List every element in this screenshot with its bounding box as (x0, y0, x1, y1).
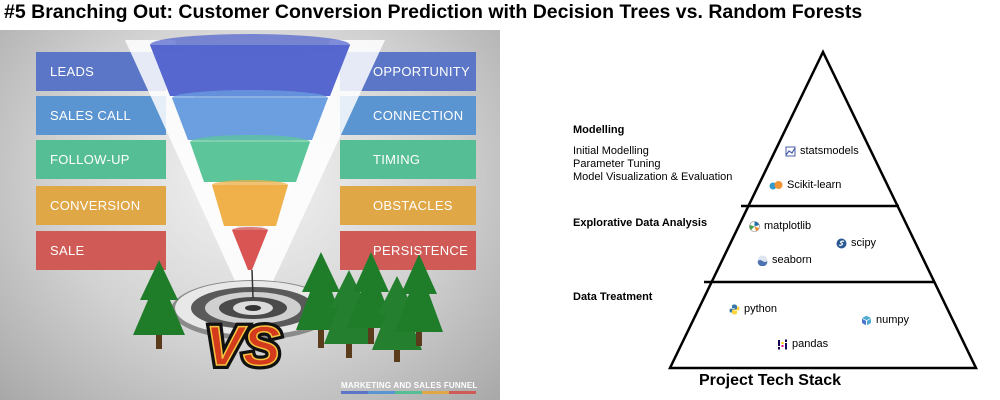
funnel-layer-conversion (212, 185, 288, 226)
modelling-item: Parameter Tuning (573, 158, 661, 170)
lib-numpy: numpy (861, 314, 909, 326)
funnel-label-conversion: CONVERSION (50, 198, 141, 213)
section-heading-data-treatment: Data Treatment (573, 291, 653, 303)
lib-label: matplotlib (764, 220, 812, 232)
lib-scipy: scipy (836, 237, 876, 249)
funnel-band-follow-up-left (36, 140, 166, 179)
lib-matplotlib: matplotlib (749, 220, 811, 232)
funnel-band-conversion-left (36, 186, 166, 225)
seaborn-icon (757, 255, 768, 266)
funnel-illustration: VS VS LEADS OPPORTUNITY SALES CALL CONNE… (0, 30, 500, 400)
pandas-icon (778, 339, 787, 349)
funnel-layer-conversion-top (212, 180, 288, 190)
lib-label: pandas (792, 338, 829, 350)
svg-text:VS: VS (206, 314, 281, 377)
lib-label: Scikit-learn (787, 179, 842, 191)
funnel-band-conversion-right (340, 186, 476, 225)
scikit-learn-icon (769, 180, 783, 189)
python-icon (729, 304, 740, 314)
funnel-label-timing: TIMING (373, 152, 421, 167)
footer-swatch-orange (422, 391, 449, 394)
funnel-label-obstacles: OBSTACLES (373, 198, 453, 213)
funnel-layer-follow-up (190, 142, 310, 182)
funnel-band-sales-call-right (340, 96, 476, 135)
lib-scikit-learn: Scikit-learn (769, 179, 841, 191)
funnel-label-leads: LEADS (50, 64, 95, 79)
lib-label: statsmodels (800, 145, 859, 157)
modelling-item: Model Visualization & Evaluation (573, 171, 733, 183)
footer-swatch-green (395, 391, 422, 394)
matplotlib-icon (749, 220, 760, 232)
funnel-layer-leads (150, 45, 350, 96)
numpy-icon (862, 315, 871, 325)
funnel-band-sale-left (36, 231, 166, 270)
funnel-cone (150, 34, 350, 299)
funnel-footer-color-bar (341, 391, 476, 394)
funnel-layer-sales-call-top (172, 90, 328, 106)
vs-emblem: VS VS (202, 310, 285, 381)
funnel-layer-sale-top (232, 227, 268, 233)
statsmodels-icon (785, 146, 796, 156)
target-board (171, 280, 335, 340)
funnel-layer-leads-top (150, 34, 350, 56)
lib-statsmodels: statsmodels (785, 145, 859, 157)
funnel-band-sales-call-left (36, 96, 166, 135)
lib-label: seaborn (772, 254, 812, 266)
decision-tree-icon (133, 260, 185, 349)
funnel-layer-sales-call (172, 98, 328, 140)
funnel-label-connection: CONNECTION (373, 108, 464, 123)
funnel-label-opportunity: OPPORTUNITY (373, 64, 470, 79)
page-title: #5 Branching Out: Customer Conversion Pr… (4, 1, 863, 23)
random-forest-icon (296, 252, 443, 362)
lib-seaborn: seaborn (757, 254, 812, 266)
lib-python: python (729, 303, 777, 315)
funnel-band-sale-right (340, 231, 476, 270)
section-heading-modelling: Modelling (573, 124, 625, 136)
funnel-layer-follow-up-top (190, 135, 310, 149)
lib-label: numpy (876, 314, 910, 326)
lib-pandas: pandas (777, 338, 828, 350)
pyramid-caption: Project Tech Stack (699, 372, 841, 389)
funnel-label-sales-call: SALES CALL (50, 108, 132, 123)
footer-swatch-red (449, 391, 476, 394)
scipy-icon (836, 238, 847, 248)
modelling-item: Initial Modelling (573, 145, 649, 157)
funnel-graphic: VS VS (125, 34, 443, 381)
footer-swatch-blue (341, 391, 368, 394)
funnel-layer-sale (232, 230, 268, 270)
lib-label: scipy (851, 237, 877, 249)
funnel-label-sale: SALE (50, 243, 85, 258)
funnel-label-follow-up: FOLLOW-UP (50, 152, 130, 167)
pyramid-outline (668, 49, 978, 370)
funnel-label-persistence: PERSISTENCE (373, 243, 469, 258)
funnel-footer-label: MARKETING AND SALES FUNNEL (341, 381, 478, 390)
footer-swatch-lightblue (368, 391, 395, 394)
section-heading-eda: Explorative Data Analysis (573, 217, 708, 229)
lib-label: python (744, 303, 778, 315)
svg-text:VS: VS (206, 314, 281, 377)
funnel-band-follow-up-right (340, 140, 476, 179)
